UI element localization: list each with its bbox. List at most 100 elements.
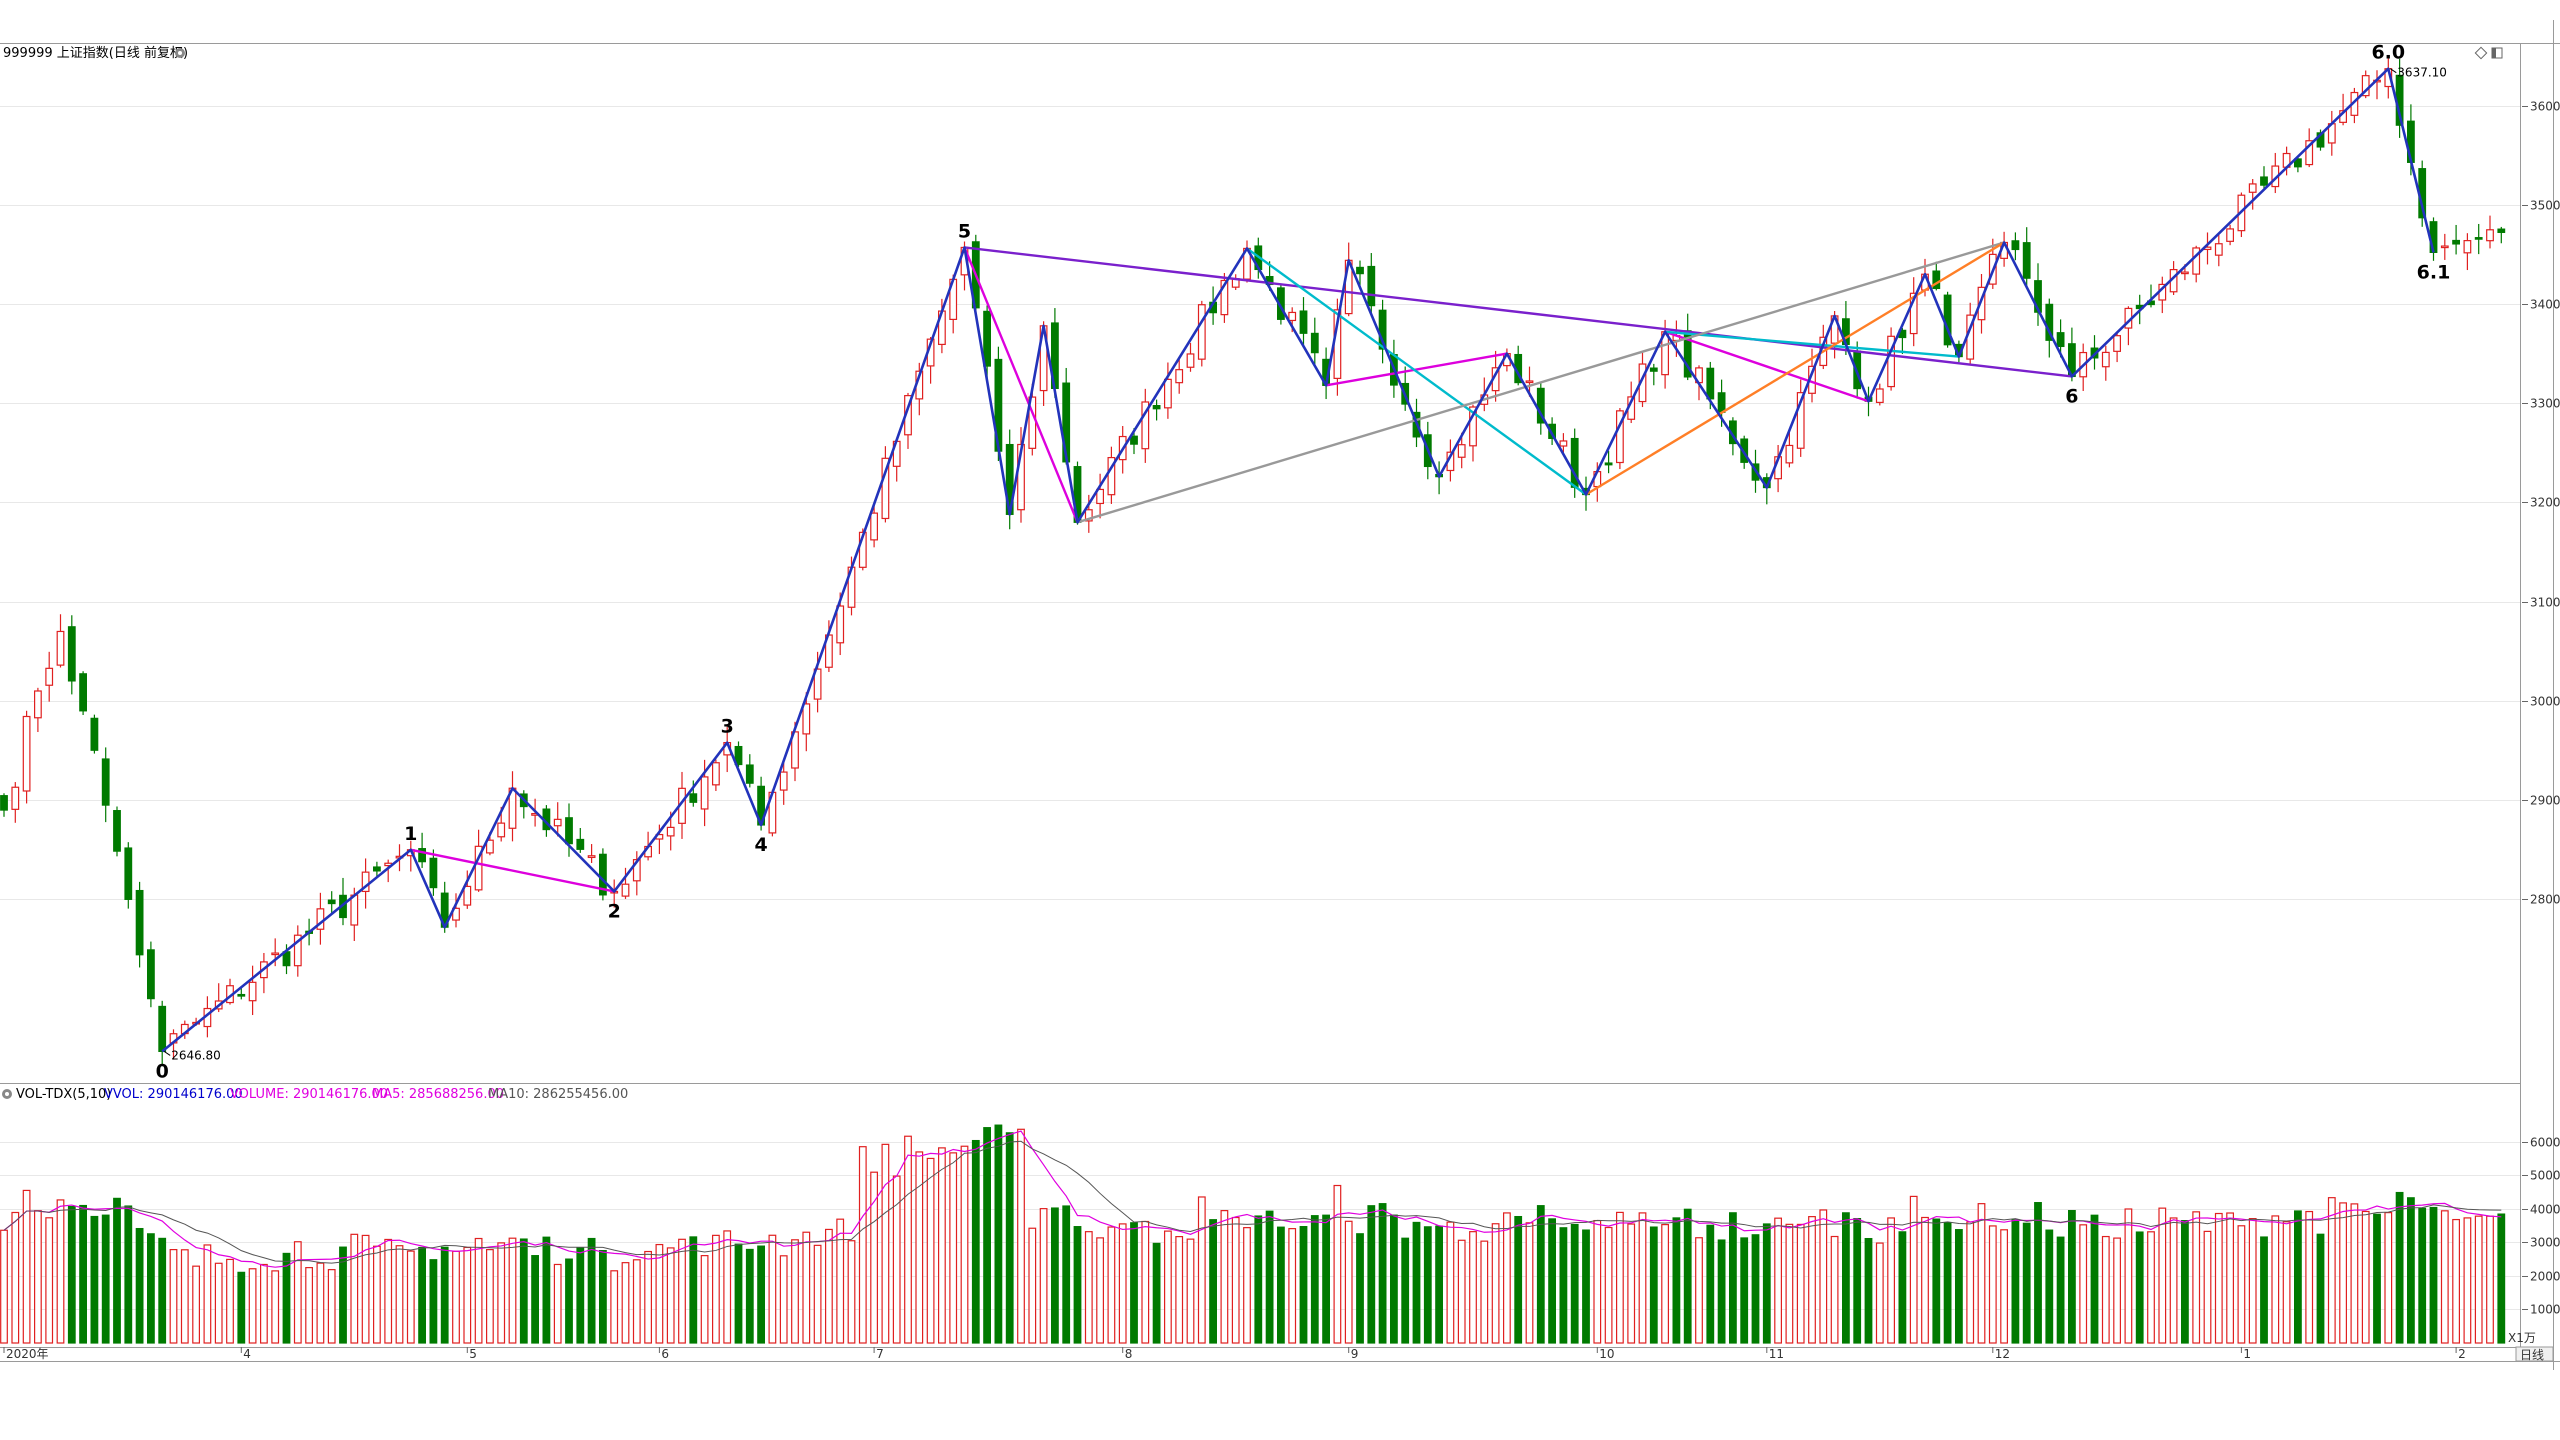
volume-bar	[384, 1238, 393, 1344]
wave-label: 5	[958, 220, 971, 242]
wave-label: 0	[156, 1060, 169, 1082]
volume-bar	[226, 1258, 234, 1344]
volume-bar	[1220, 1210, 1229, 1344]
candle-body	[56, 630, 65, 666]
volume-bar	[1695, 1237, 1703, 1344]
volume-bar	[1932, 1218, 1941, 1344]
volume-bar	[858, 1146, 867, 1344]
volume-bar	[1084, 1231, 1093, 1344]
volume-bar	[33, 1210, 42, 1344]
candle-body	[2181, 271, 2189, 275]
candle-body	[373, 866, 381, 872]
panel-toggle-icon[interactable]	[2491, 47, 2503, 59]
volume-bar	[406, 1250, 415, 1344]
candle-body	[158, 1005, 167, 1053]
volume-bar	[949, 1152, 958, 1344]
candle-body	[361, 871, 370, 893]
volume-bar	[824, 1228, 833, 1344]
volume-bar	[1209, 1219, 1218, 1344]
volume-bar	[237, 1271, 246, 1344]
volume-bar	[1954, 1229, 1963, 1344]
volume-bar	[90, 1215, 99, 1344]
volume-bar	[1988, 1225, 1997, 1344]
volume-bar	[203, 1244, 212, 1344]
volume-bar	[1005, 1132, 1014, 1344]
price-tick-label: 3100	[2530, 596, 2560, 610]
candle-body	[90, 717, 99, 751]
circle-gear-icon[interactable]	[175, 48, 185, 58]
candle-body	[553, 818, 562, 827]
volume-bar	[1706, 1224, 1715, 1344]
indicator-gear-icon[interactable]	[2, 1089, 12, 1099]
volume-bar	[666, 1247, 675, 1344]
volume-bar	[870, 1171, 878, 1344]
volume-bar	[836, 1218, 845, 1344]
wave-label: 2	[608, 900, 621, 922]
candle-body	[0, 795, 8, 811]
candle-body	[587, 855, 596, 859]
candle-body	[576, 838, 585, 850]
indicator-volume: VOLUME: 290146176.00	[230, 1087, 388, 1102]
time-tick-label: 10	[1599, 1347, 1614, 1361]
trend-line	[1246, 247, 1587, 496]
candle-body	[1197, 304, 1206, 360]
volume-bar	[327, 1269, 336, 1344]
candle-body	[101, 758, 110, 806]
volume-bar	[1774, 1217, 1783, 1344]
wave-label: 4	[754, 834, 767, 856]
diamond-icon[interactable]	[2474, 46, 2488, 60]
volume-bar	[1446, 1221, 1455, 1344]
wave-label: 3	[721, 716, 734, 738]
volume-bar	[587, 1237, 596, 1344]
volume-bar	[440, 1246, 449, 1344]
candle-body	[1796, 392, 1805, 449]
price-tick-label: 3500	[2530, 199, 2560, 213]
volume-bar	[1367, 1205, 1376, 1344]
candle-body	[67, 626, 76, 682]
volume-bar	[1559, 1227, 1568, 1344]
volume-bar	[779, 1255, 788, 1344]
candle-body	[2486, 229, 2494, 242]
volume-bar	[45, 1217, 54, 1344]
trend-line	[964, 246, 2073, 378]
candle-body	[1469, 406, 1477, 447]
price-tick-label: 3300	[2530, 397, 2560, 411]
price-tick-label: 3600	[2530, 100, 2560, 114]
volume-bar	[1808, 1216, 1816, 1344]
volume-bar	[1853, 1217, 1862, 1344]
time-tick-label: 2020年	[6, 1347, 49, 1361]
volume-bar	[734, 1243, 743, 1344]
candle-body	[147, 949, 155, 1000]
volume-bar	[2124, 1208, 2133, 1344]
candle-body	[248, 981, 257, 1002]
volume-bar	[711, 1234, 720, 1344]
period-tab[interactable]	[2515, 1346, 2554, 1362]
volume-bar	[508, 1237, 517, 1344]
candle-body	[1175, 369, 1184, 384]
trend-line	[410, 848, 615, 893]
volume-bar	[1130, 1222, 1138, 1344]
volume-bar	[2373, 1213, 2381, 1344]
volume-bar	[1570, 1223, 1579, 1344]
volume-bar	[542, 1236, 551, 1344]
volume-bar	[2237, 1225, 2246, 1344]
candle-body	[2011, 240, 2020, 251]
trend-line	[1325, 352, 1508, 387]
candle-body	[1548, 423, 1557, 439]
volume-bar	[1638, 1212, 1647, 1344]
volume-bar	[791, 1239, 799, 1344]
volume-bar	[124, 1205, 133, 1344]
candle-body	[463, 885, 472, 906]
volume-bar	[1141, 1220, 1150, 1344]
volume-bar	[1469, 1231, 1477, 1344]
volume-ma10-line	[3, 1140, 2502, 1264]
volume-bar	[147, 1233, 155, 1344]
volume-bar	[2316, 1233, 2325, 1344]
wave-line	[161, 67, 2435, 1053]
trend-line	[1664, 330, 1869, 403]
volume-bar	[802, 1231, 811, 1344]
volume-bar	[2056, 1236, 2065, 1344]
volume-bar	[169, 1249, 178, 1344]
volume-bar	[293, 1241, 302, 1344]
